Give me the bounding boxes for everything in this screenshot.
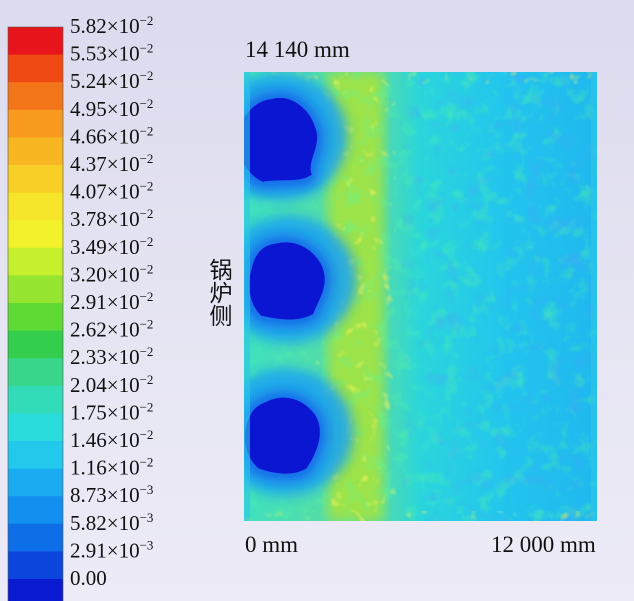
colorbar-tick-label: 1.75×10−2 [70,399,153,424]
colorbar-tick-label: 1.46×10−2 [70,427,153,452]
colorbar-tick-label: 2.62×10−2 [70,317,153,342]
colorbar-swatch [8,165,63,194]
top-dimension-label: 14 140 mm [245,37,350,62]
colorbar-tick-label: 0.00 [70,566,107,590]
texture-blue [402,72,597,521]
colorbar-swatch [8,82,63,111]
colorbar-swatch [8,358,63,387]
low-zone-core [249,242,325,320]
x-axis-min-label: 0 mm [245,532,299,557]
colorbar-tick-label: 5.82×10−2 [70,13,153,38]
x-axis-max-label: 12 000 mm [491,532,596,557]
colorbar-tick-label: 3.49×10−2 [70,234,153,259]
bottom-edge-band [244,511,597,521]
heatmap-canvas [244,72,597,521]
colorbar-swatch [8,137,63,166]
boiler-side-label: 锅炉侧 [205,258,231,327]
colorbar-swatch [8,109,63,138]
colorbar-tick-label: 3.78×10−2 [70,206,153,231]
colorbar-tick-label: 1.16×10−2 [70,455,153,480]
left-edge [244,72,250,521]
colorbar-tick-label: 4.37×10−2 [70,151,153,176]
colorbar-swatch [8,551,63,580]
colorbar-swatch [8,523,63,552]
colorbar-swatch [8,220,63,249]
colorbar-swatch [8,413,63,442]
colorbar: 5.82×10−2 5.53×10−25.24×10−2 4.95×10−24.66… [7,13,153,601]
colorbar-swatch [8,54,63,83]
colorbar-outline [7,26,64,601]
colorbar-swatch [8,468,63,497]
right-edge [591,72,597,521]
colorbar-tick-label: 8.73×10−3 [70,482,153,507]
colorbar-swatch [8,247,63,276]
colorbar-tick-label: 2.04×10−2 [70,372,153,397]
colorbar-swatch [8,385,63,414]
heatmap-plot-area [244,72,597,521]
colorbar-tick-label: 2.33×10−2 [70,344,153,369]
colorbar-tick-label: 5.82×10−3 [70,510,153,535]
colorbar-tick-label: 5.53×10−2 [70,41,153,66]
colorbar-swatch [8,303,63,332]
low-zone-core [245,397,320,474]
colorbar-swatch [8,192,63,221]
colorbar-tick-label: 4.66×10−2 [70,123,153,148]
colorbar-swatch [8,496,63,525]
colorbar-tick-label: 2.91×10−3 [70,537,153,562]
colorbar-swatch [8,330,63,359]
top-edge-band [244,72,597,84]
colorbar-swatch [8,27,63,56]
colorbar-swatch [8,441,63,470]
colorbar-tick-label: 2.91×10−2 [70,289,153,314]
colorbar-swatch [8,275,63,304]
colorbar-tick-label: 3.20×10−2 [70,261,153,286]
colorbar-tick-label: 4.95×10−2 [70,96,153,121]
colorbar-tick-label: 5.24×10−2 [70,68,153,93]
colorbar-swatch [8,579,63,601]
colorbar-tick-label: 4.07×10−2 [70,179,153,204]
low-zone-core [244,97,318,182]
